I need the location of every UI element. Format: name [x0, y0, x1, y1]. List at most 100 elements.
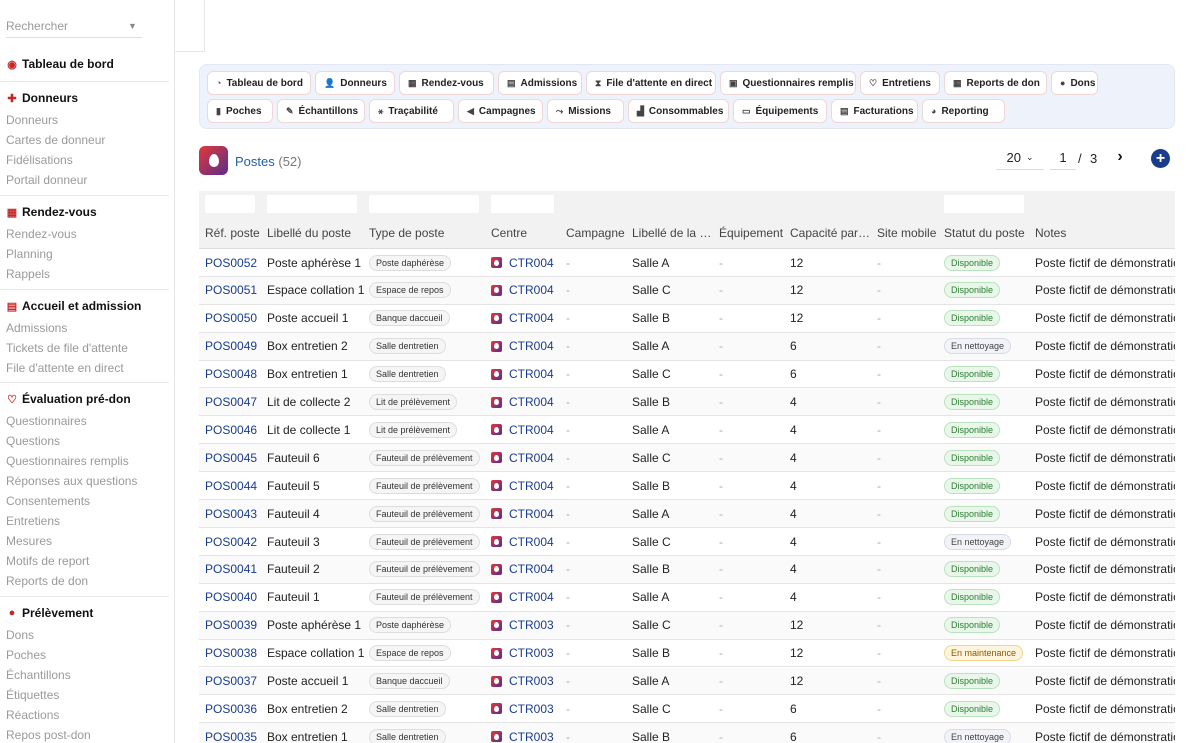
cell-ref[interactable]: POS0050 [205, 311, 258, 326]
sidebar-section-tableau-de-bord[interactable]: ◉ Tableau de bord [6, 57, 114, 71]
table-row[interactable]: POS0052 Poste aphérèse 1 Poste daphérèse CT… [199, 249, 1175, 277]
cell-ref[interactable]: POS0048 [205, 367, 258, 382]
column-header-libelle-du-poste[interactable]: Libellé du poste [267, 226, 352, 240]
quick-nav-tracabilite[interactable]: ⚹ Traçabilité [369, 99, 454, 123]
table-row[interactable]: POS0038 Espace collation 1 Espace de repos… [199, 639, 1175, 668]
column-header-campagne[interactable]: Campagne [566, 226, 625, 240]
table-row[interactable]: POS0051 Espace collation 1 Espace de repos… [199, 276, 1175, 305]
next-page-button[interactable]: › [1112, 147, 1128, 167]
chevron-down-icon[interactable]: ▼ [128, 20, 137, 31]
sidebar-item-fidelisations[interactable]: Fidélisations [6, 153, 73, 167]
sidebar-item-portail-donneur[interactable]: Portail donneur [6, 173, 88, 187]
table-row[interactable]: POS0040 Fauteuil 1 Fauteuil de prélèvement… [199, 583, 1175, 612]
cell-centre[interactable]: CTR004 [491, 500, 563, 527]
centre-link[interactable]: CTR004 [509, 450, 554, 465]
quick-nav-entretiens[interactable]: ♡ Entretiens [860, 71, 940, 95]
table-row[interactable]: POS0037 Poste accueil 1 Banque daccueil CTR… [199, 667, 1175, 696]
sidebar-item-etiquettes[interactable]: Étiquettes [6, 688, 60, 702]
centre-link[interactable]: CTR004 [509, 590, 554, 605]
cell-centre[interactable]: CTR004 [491, 528, 563, 555]
table-row[interactable]: POS0036 Box entretien 2 Salle dentretien CT… [199, 695, 1175, 724]
sidebar-item-questionnaires[interactable]: Questionnaires [6, 414, 87, 428]
sidebar-section-evaluation-pre-don[interactable]: ♡ Évaluation pré-don [6, 392, 131, 406]
centre-link[interactable]: CTR004 [509, 367, 554, 382]
column-header-capacite-par[interactable]: Capacité par… [790, 226, 871, 240]
cell-ref[interactable]: POS0051 [205, 283, 258, 298]
column-filter-input[interactable] [369, 195, 479, 213]
column-header-statut-du-poste[interactable]: Statut du poste [944, 226, 1025, 240]
cell-ref[interactable]: POS0041 [205, 562, 258, 577]
search-input[interactable] [6, 18, 124, 33]
cell-centre[interactable]: CTR004 [491, 389, 563, 416]
centre-link[interactable]: CTR004 [509, 506, 554, 521]
sidebar-item-mesures[interactable]: Mesures [6, 534, 53, 548]
centre-link[interactable]: CTR004 [509, 339, 554, 354]
centre-link[interactable]: CTR004 [509, 283, 554, 298]
cell-ref[interactable]: POS0047 [205, 395, 258, 409]
quick-nav-rendez-vous[interactable]: ▦ Rendez-vous [399, 71, 494, 95]
quick-nav-echantillons[interactable]: ✎ Échantillons [277, 99, 365, 123]
cell-ref[interactable]: POS0046 [205, 422, 258, 437]
page-input[interactable]: 1 [1050, 146, 1076, 170]
cell-centre[interactable]: CTR004 [491, 416, 563, 443]
sidebar-item-consentements[interactable]: Consentements [6, 494, 91, 508]
sidebar-item-repos-post-don[interactable]: Repos post-don [6, 728, 91, 742]
quick-nav-equipements[interactable]: ▭ Équipements [733, 99, 827, 123]
cell-ref[interactable]: POS0049 [205, 339, 258, 354]
sidebar-item-questions[interactable]: Questions [6, 434, 61, 448]
centre-link[interactable]: CTR004 [509, 534, 554, 549]
sidebar-item-admissions[interactable]: Admissions [6, 321, 68, 335]
cell-centre[interactable]: CTR003 [491, 695, 563, 722]
quick-nav-missions[interactable]: ⤳ Missions [547, 99, 624, 123]
cell-centre[interactable]: CTR004 [491, 444, 563, 471]
cell-centre[interactable]: CTR004 [491, 584, 563, 611]
sidebar-item-cartes-de-donneur[interactable]: Cartes de donneur [6, 133, 106, 147]
column-header-type-de-poste[interactable]: Type de poste [369, 226, 445, 240]
centre-link[interactable]: CTR004 [509, 562, 554, 577]
quick-nav-consommables[interactable]: ▟ Consommables [628, 99, 729, 123]
cell-ref[interactable]: POS0035 [205, 729, 258, 743]
quick-nav-tableau-de-bord[interactable]: ◔ Tableau de bord [207, 71, 311, 95]
cell-centre[interactable]: CTR004 [491, 556, 563, 583]
quick-nav-reports-de-don[interactable]: ▦ Reports de don [944, 71, 1047, 95]
sidebar-item-reponses-aux-questions[interactable]: Réponses aux questions [6, 474, 138, 488]
cell-centre[interactable]: CTR004 [491, 277, 563, 304]
quick-nav-donneurs[interactable]: 👤 Donneurs [315, 71, 395, 95]
table-row[interactable]: POS0042 Fauteuil 3 Fauteuil de prélèvement… [199, 528, 1175, 556]
quick-nav-facturations[interactable]: ▤ Facturations [831, 99, 918, 123]
sidebar-item-donneurs[interactable]: Donneurs [6, 113, 59, 127]
cell-ref[interactable]: POS0040 [205, 590, 258, 605]
table-row[interactable]: POS0039 Poste aphérèse 1 Poste daphérèse CT… [199, 611, 1175, 640]
table-row[interactable]: POS0043 Fauteuil 4 Fauteuil de prélèvement… [199, 500, 1175, 528]
sidebar-section-prelevement[interactable]: ● Prélèvement [6, 606, 94, 620]
centre-link[interactable]: CTR003 [509, 674, 554, 688]
sidebar-section-rendez-vous[interactable]: ▦ Rendez-vous [6, 205, 97, 219]
cell-centre[interactable]: CTR003 [491, 723, 563, 743]
table-row[interactable]: POS0041 Fauteuil 2 Fauteuil de prélèvement… [199, 555, 1175, 584]
centre-link[interactable]: CTR003 [509, 618, 554, 633]
cell-centre[interactable]: CTR003 [491, 668, 563, 695]
cell-ref[interactable]: POS0052 [205, 255, 258, 270]
column-header-ref-poste[interactable]: Réf. poste [205, 226, 260, 240]
cell-centre[interactable]: CTR003 [491, 640, 563, 667]
sidebar-item-questionnaires-remplis[interactable]: Questionnaires remplis [6, 454, 129, 468]
table-row[interactable]: POS0047 Lit de collecte 2 Lit de prélèveme… [199, 388, 1175, 417]
cell-ref[interactable]: POS0045 [205, 450, 258, 465]
sidebar-item-poches[interactable]: Poches [6, 648, 47, 662]
sidebar-item-tickets-de-file-d-attente[interactable]: Tickets de file d'attente [6, 341, 128, 355]
cell-centre[interactable]: CTR004 [491, 472, 563, 499]
sidebar-section-accueil-et-admission[interactable]: ▤ Accueil et admission [6, 299, 142, 313]
sidebar-item-dons[interactable]: Dons [6, 628, 35, 642]
sidebar-section-donneurs[interactable]: ✚ Donneurs [6, 91, 78, 105]
column-header-libelle-de-la[interactable]: Libellé de la … [632, 226, 712, 240]
column-filter-input[interactable] [267, 195, 357, 213]
quick-nav-admissions[interactable]: ▤ Admissions [498, 71, 582, 95]
sidebar-item-motifs-de-report[interactable]: Motifs de report [6, 554, 90, 568]
cell-ref[interactable]: POS0037 [205, 674, 258, 688]
centre-link[interactable]: CTR004 [509, 395, 554, 409]
quick-nav-campagnes[interactable]: ◀ Campagnes [458, 99, 543, 123]
table-row[interactable]: POS0044 Fauteuil 5 Fauteuil de prélèvement… [199, 472, 1175, 501]
sidebar-item-rappels[interactable]: Rappels [6, 267, 51, 281]
column-filter-input[interactable] [205, 195, 255, 213]
add-button[interactable]: + [1151, 149, 1170, 168]
